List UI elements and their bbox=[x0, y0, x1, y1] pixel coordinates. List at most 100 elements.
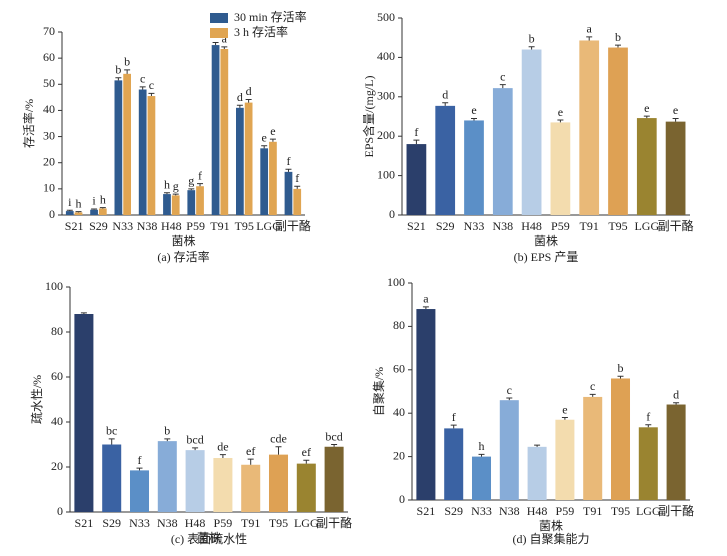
error-bar bbox=[75, 211, 82, 213]
bar bbox=[435, 105, 456, 215]
x-tick-label: T95 bbox=[235, 219, 254, 233]
chart-title: (b) EPS 产量 bbox=[514, 250, 579, 264]
bar bbox=[284, 171, 293, 215]
y-tick-label: 70 bbox=[43, 24, 55, 38]
x-tick-label: T91 bbox=[210, 219, 229, 233]
y-tick-label: 100 bbox=[377, 167, 395, 181]
bar bbox=[521, 49, 542, 215]
error-bar bbox=[188, 188, 195, 191]
error-bar bbox=[471, 117, 477, 121]
error-bar bbox=[80, 312, 87, 314]
x-tick-label: S29 bbox=[444, 504, 463, 518]
y-tick-label: 80 bbox=[51, 324, 63, 338]
bar bbox=[220, 48, 229, 215]
bar bbox=[610, 378, 631, 500]
chart-title: (a) 存活率 bbox=[157, 249, 209, 264]
legend-label: 30 min 存活率 bbox=[234, 9, 307, 24]
bar bbox=[157, 441, 177, 512]
significance-letter: b bbox=[529, 32, 535, 46]
significance-letter: c bbox=[500, 69, 505, 83]
error-bar bbox=[275, 446, 282, 455]
bar bbox=[65, 211, 74, 215]
bar bbox=[665, 121, 686, 215]
significance-letter: e bbox=[562, 402, 567, 416]
significance-letter: d bbox=[237, 90, 243, 104]
error-bar bbox=[331, 444, 338, 447]
y-tick-label: 0 bbox=[49, 207, 55, 221]
x-tick-label: S21 bbox=[75, 516, 94, 530]
x-axis-label: 菌株 bbox=[171, 233, 195, 248]
significance-letter: c bbox=[149, 78, 154, 92]
error-bar bbox=[506, 397, 513, 401]
y-tick-label: 20 bbox=[51, 459, 63, 473]
y-tick-label: 80 bbox=[393, 318, 405, 332]
error-bar bbox=[528, 46, 535, 50]
bar bbox=[583, 396, 603, 500]
error-bar bbox=[294, 185, 301, 189]
significance-letter: e bbox=[270, 124, 275, 138]
significance-letter: h bbox=[76, 196, 82, 210]
x-axis-label: 菌株 bbox=[539, 518, 563, 533]
bar bbox=[444, 428, 464, 500]
significance-letter: c bbox=[140, 72, 145, 86]
x-tick-label: T95 bbox=[611, 504, 630, 518]
chart-title: (d) 自聚集能力 bbox=[513, 531, 590, 546]
legend-swatch bbox=[210, 13, 228, 23]
error-bar bbox=[285, 168, 292, 172]
bar bbox=[293, 188, 302, 215]
x-tick-label: N33 bbox=[471, 504, 492, 518]
error-bar bbox=[247, 458, 254, 465]
chart-title: (c) 表面疏水性 bbox=[171, 531, 247, 546]
error-bar bbox=[673, 402, 680, 405]
error-bar bbox=[236, 104, 243, 108]
error-bar bbox=[108, 438, 115, 445]
y-tick-label: 0 bbox=[57, 504, 63, 518]
bar bbox=[98, 208, 107, 215]
significance-letter: f bbox=[414, 125, 418, 139]
x-tick-label: N38 bbox=[137, 219, 158, 233]
legend-swatch bbox=[210, 28, 228, 38]
bar bbox=[579, 40, 600, 215]
error-bar bbox=[192, 447, 199, 451]
error-bar bbox=[413, 139, 420, 145]
error-bar bbox=[478, 453, 485, 457]
x-tick-label: N33 bbox=[464, 219, 485, 233]
error-bar bbox=[557, 119, 564, 123]
y-tick-label: 400 bbox=[377, 49, 395, 63]
y-tick-label: 500 bbox=[377, 10, 395, 24]
y-tick-label: 100 bbox=[45, 279, 63, 293]
x-tick-label: 副干酪 bbox=[316, 515, 352, 530]
error-bar bbox=[66, 209, 73, 212]
x-tick-label: S29 bbox=[89, 219, 108, 233]
error-bar bbox=[212, 41, 219, 46]
x-tick-label: T91 bbox=[580, 219, 599, 233]
significance-letter: a bbox=[222, 32, 228, 46]
significance-letter: d bbox=[673, 388, 679, 402]
significance-letter: cde bbox=[270, 432, 287, 446]
significance-letter: f bbox=[198, 168, 202, 182]
x-tick-label: 副干酪 bbox=[275, 218, 311, 233]
error-bar bbox=[450, 424, 457, 429]
bar bbox=[268, 454, 289, 512]
significance-letter: e bbox=[262, 130, 267, 144]
significance-letter: h bbox=[100, 192, 106, 206]
significance-letter: f bbox=[646, 409, 650, 423]
bar bbox=[296, 463, 316, 512]
significance-letter: f bbox=[138, 453, 142, 467]
significance-letter: a bbox=[423, 292, 429, 306]
significance-letter: b bbox=[124, 55, 130, 69]
error-bar bbox=[617, 375, 624, 379]
significance-letter: i bbox=[68, 195, 72, 209]
bar bbox=[471, 456, 492, 500]
error-bar bbox=[219, 454, 226, 458]
bar bbox=[269, 141, 277, 215]
bar bbox=[129, 470, 150, 512]
bar bbox=[102, 444, 122, 512]
error-bar bbox=[124, 69, 131, 74]
x-tick-label: 副干酪 bbox=[658, 503, 694, 518]
x-tick-label: N38 bbox=[499, 504, 520, 518]
bar bbox=[74, 212, 83, 215]
y-tick-label: 20 bbox=[43, 154, 55, 168]
x-tick-label: H48 bbox=[185, 516, 206, 530]
bar bbox=[324, 446, 344, 512]
